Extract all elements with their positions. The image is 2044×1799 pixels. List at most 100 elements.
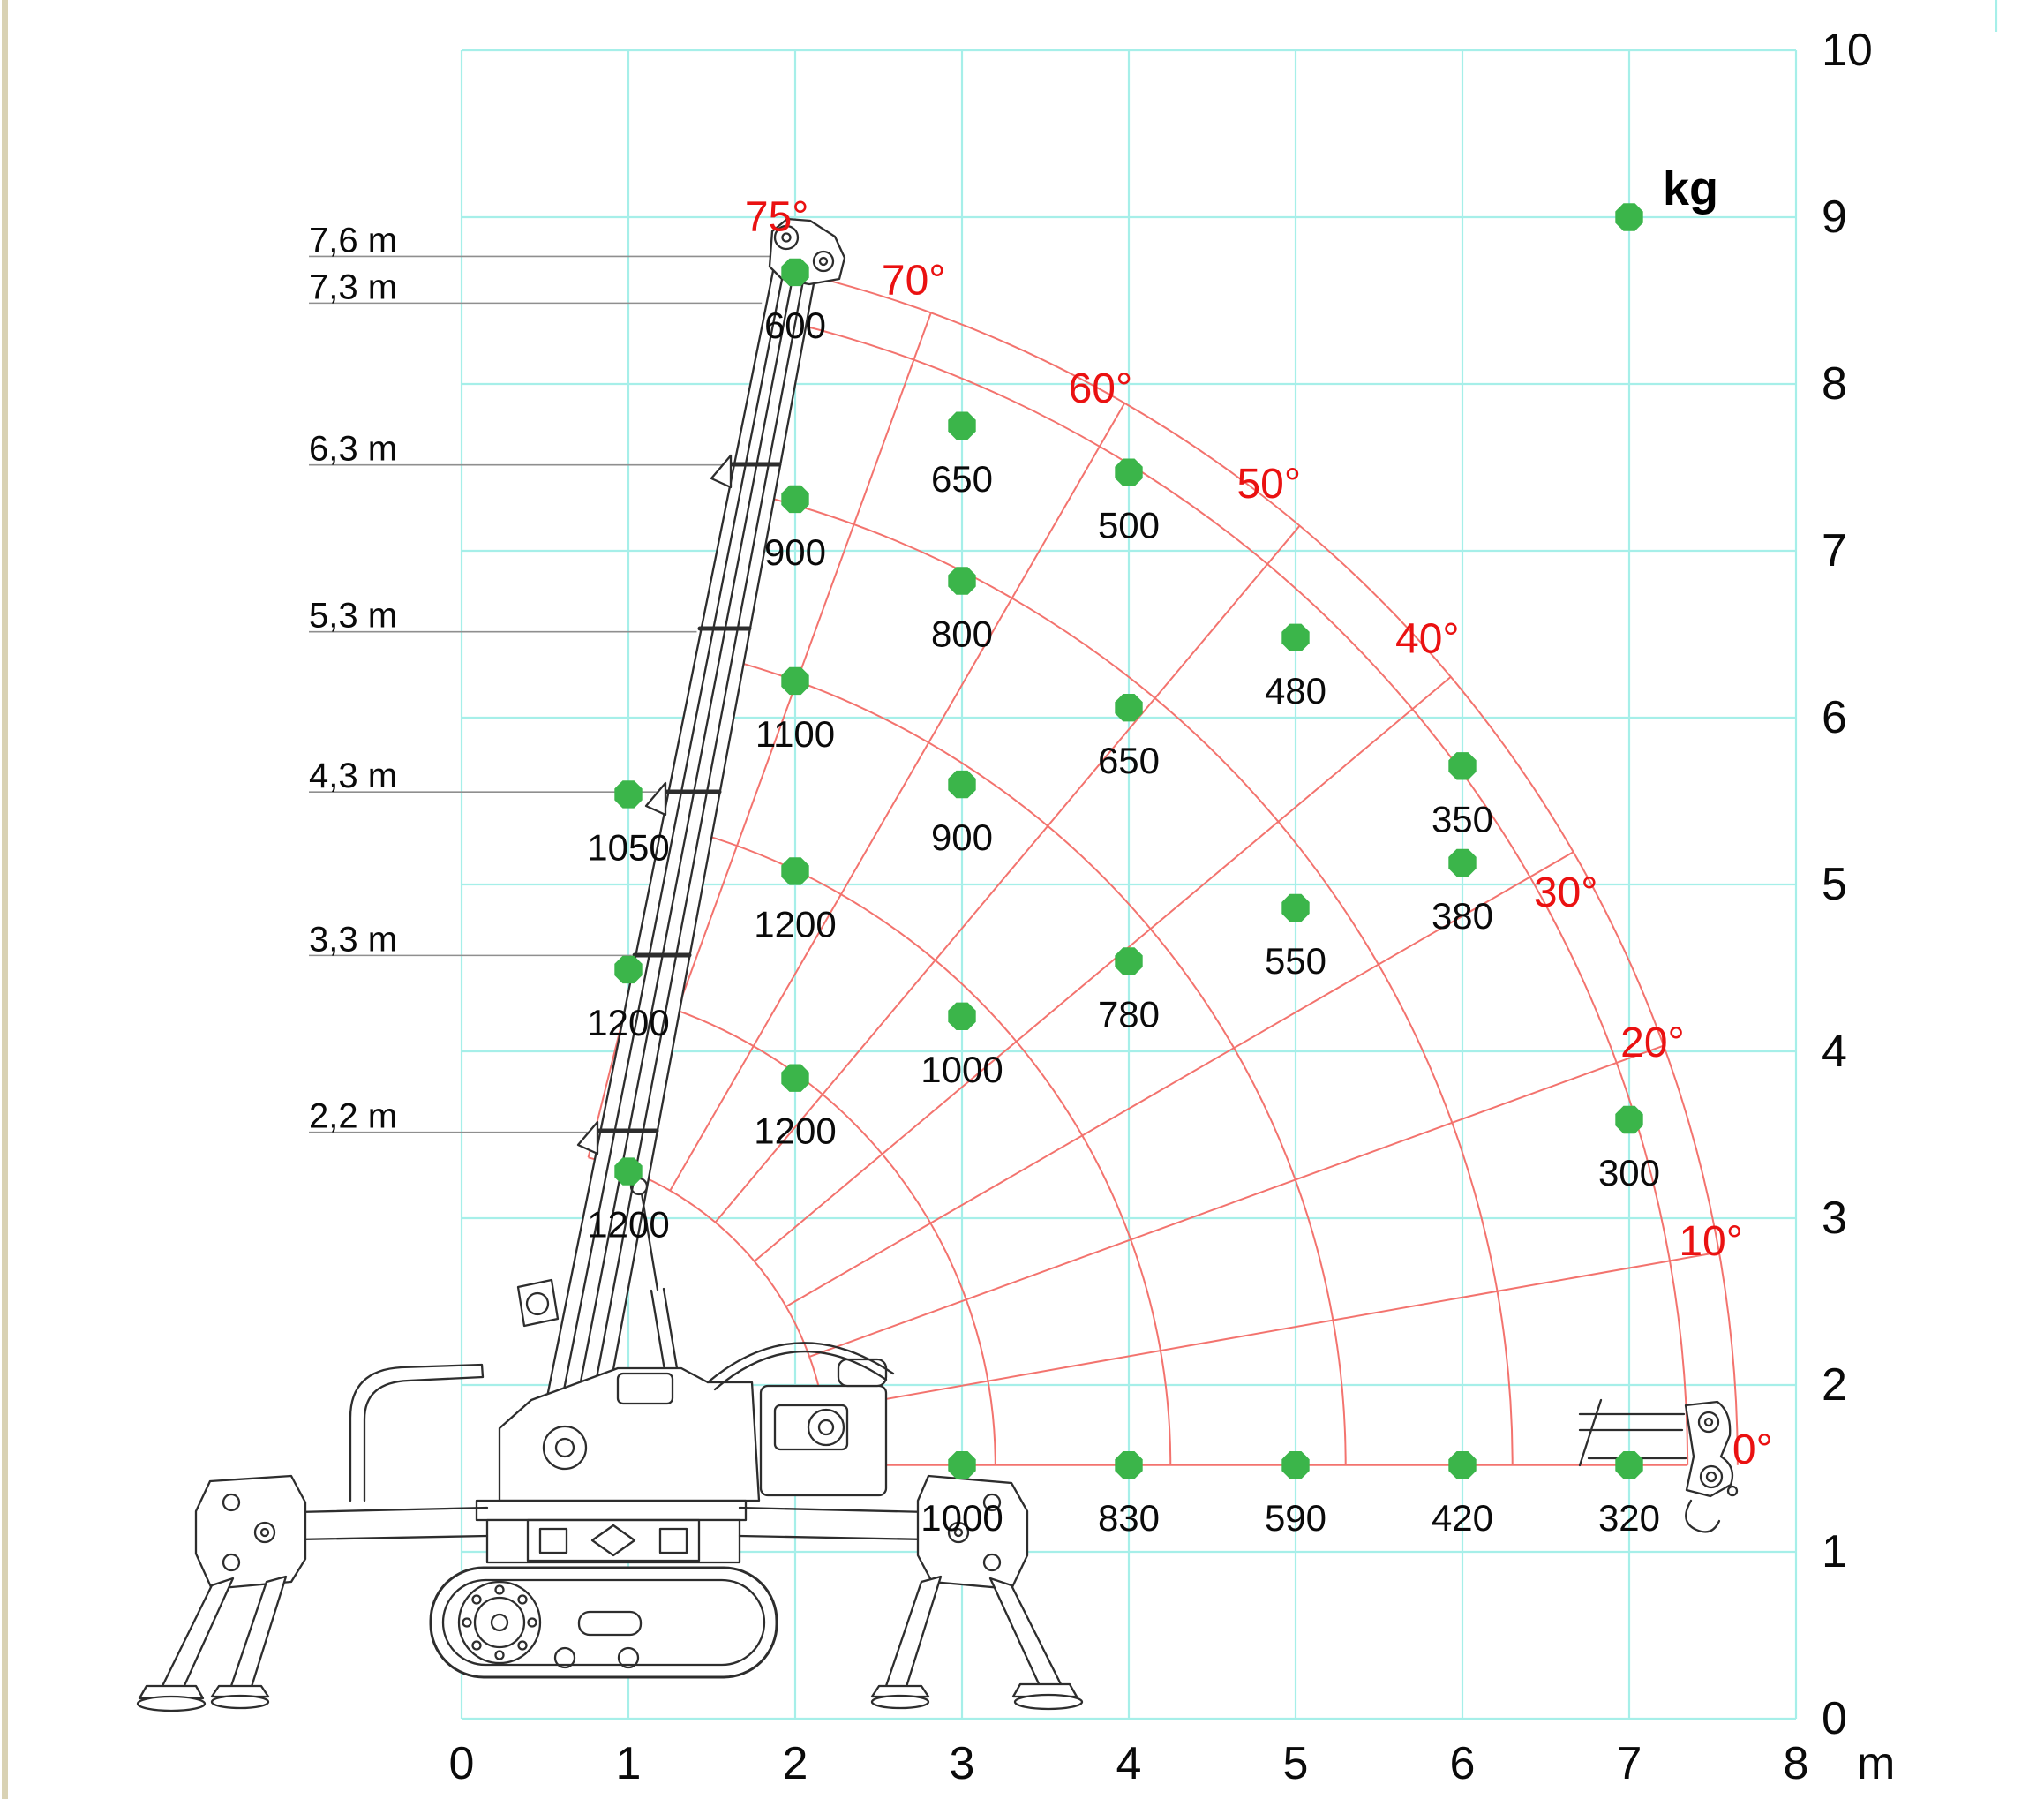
crane-illustration [136, 217, 1739, 1712]
x-axis-unit-label: m [1857, 1738, 1895, 1789]
load-point [781, 258, 809, 287]
boom-length-label: 2,2 m [309, 1097, 397, 1136]
y-axis-tick-label: 4 [1822, 1026, 1847, 1077]
load-value-label: 900 [764, 531, 826, 573]
load-value-label: 650 [931, 458, 993, 500]
load-value-labels: 600 650 500 900 800 480 1100 650 350 1050 900 380 12… [587, 305, 1660, 1539]
load-value-label: 550 [1265, 940, 1326, 982]
load-point [1615, 1451, 1643, 1479]
x-axis-tick-label: 0 [449, 1738, 475, 1789]
y-axis-tick-label: 10 [1822, 25, 1873, 76]
load-point [781, 666, 809, 696]
load-value-label: 500 [1098, 505, 1160, 546]
load-point [1115, 458, 1143, 486]
boom-angle-ray [669, 446, 1101, 1192]
boom-angle-tick [1411, 676, 1452, 711]
load-point [948, 1002, 976, 1030]
load-value-label: 1000 [921, 1049, 1003, 1090]
x-axis-tick-label: 4 [1116, 1738, 1142, 1789]
x-axis-tick-label: 3 [950, 1738, 975, 1789]
load-value-label: 480 [1265, 670, 1326, 711]
angle-label: 10° [1679, 1218, 1743, 1265]
load-point [948, 411, 976, 440]
angle-label: 50° [1236, 461, 1301, 508]
grid-lines [460, 49, 1798, 1720]
boom-angle-tick [1099, 403, 1126, 448]
angle-label: 60° [1069, 365, 1133, 412]
load-value-label: 800 [931, 613, 993, 655]
boom-length-label: 7,3 m [309, 267, 397, 306]
boom-length-label: 6,3 m [309, 430, 397, 469]
boom-length-label: 3,3 m [309, 920, 397, 959]
load-value-label: 350 [1432, 798, 1493, 839]
load-point [1615, 1105, 1643, 1134]
load-value-label: 300 [1598, 1152, 1660, 1193]
y-axis-tick-label: 7 [1822, 525, 1847, 576]
boom-angle-tick [1529, 851, 1574, 878]
y-axis-tick-label: 6 [1822, 692, 1847, 743]
x-axis-tick-label: 8 [1784, 1738, 1809, 1789]
boom-angle-ray [823, 1260, 1671, 1411]
y-axis-tick-label: 0 [1822, 1693, 1847, 1744]
load-point [1448, 752, 1477, 780]
load-point [1281, 1451, 1310, 1479]
kg-legend: kg [1615, 162, 1718, 231]
y-axis-tick-label: 9 [1822, 192, 1847, 243]
boom-angle-tick [913, 312, 932, 360]
load-point [1115, 1451, 1143, 1479]
load-value-label: 1200 [754, 1110, 836, 1152]
load-value-label: 380 [1432, 895, 1493, 937]
boom-angle-tick [1669, 1251, 1719, 1262]
angle-label: 70° [882, 257, 946, 304]
load-point [614, 780, 643, 809]
load-point [781, 485, 809, 514]
y-axis-tick-label: 8 [1822, 358, 1847, 410]
load-value-label: 780 [1098, 993, 1160, 1035]
load-value-label: 1000 [921, 1497, 1003, 1539]
load-point [1448, 1451, 1477, 1479]
angle-label: 75° [745, 194, 809, 241]
angle-label: 0° [1732, 1426, 1773, 1473]
load-value-label: 420 [1432, 1497, 1493, 1539]
load-point [948, 770, 976, 799]
x-axis-tick-label: 2 [783, 1738, 808, 1789]
boom-arc [628, 994, 996, 1465]
boom-angle-tick [1616, 1044, 1665, 1064]
boom-angle-ray [808, 1062, 1618, 1358]
angle-label: 20° [1620, 1020, 1685, 1066]
load-point [781, 1064, 809, 1092]
hook-at-zero-degrees [1578, 1398, 1739, 1533]
load-value-label: 900 [931, 817, 993, 858]
boom-length-label: 5,3 m [309, 597, 397, 636]
boom-arc [671, 824, 1172, 1465]
boom-arc [713, 654, 1347, 1465]
load-value-label: 600 [764, 305, 826, 346]
boom-length-leader-lines [309, 255, 772, 1133]
y-axis-tick-label: 2 [1822, 1359, 1847, 1411]
load-value-label: 590 [1265, 1497, 1326, 1539]
load-value-label: 1100 [755, 713, 835, 755]
load-value-label: 1200 [754, 903, 836, 945]
y-axis-tick-label: 5 [1822, 859, 1847, 910]
angle-label: 30° [1534, 869, 1598, 916]
x-axis-tick-label: 7 [1617, 1738, 1642, 1789]
legend-kg-label: kg [1663, 162, 1718, 215]
load-point [614, 1157, 643, 1186]
page-edge-strip [2, 0, 8, 1799]
boom-angle-ray [785, 876, 1531, 1308]
load-value-label: 650 [1098, 740, 1160, 781]
load-point [1281, 893, 1310, 922]
boom-arc [753, 493, 1514, 1465]
load-point [948, 1451, 976, 1479]
load-point [781, 857, 809, 885]
load-point [1115, 947, 1143, 975]
load-value-label: 1050 [587, 826, 669, 868]
x-axis-tick-label: 6 [1450, 1738, 1476, 1789]
load-point [1448, 848, 1477, 877]
legend-dot-icon [1615, 203, 1643, 231]
y-axis-tick-label: 1 [1822, 1526, 1847, 1577]
boom-length-labels: 7,6 m 7,3 m 6,3 m 5,3 m 4,3 m 3,3 m 2,2 m [309, 221, 397, 1135]
load-value-label: 830 [1098, 1497, 1160, 1539]
